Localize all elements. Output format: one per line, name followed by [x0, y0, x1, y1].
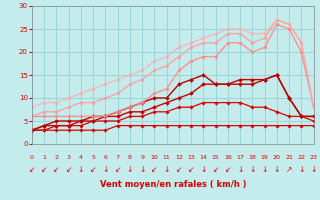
Text: ↓: ↓	[310, 165, 317, 174]
Text: ↙: ↙	[176, 165, 182, 174]
Text: ↙: ↙	[115, 165, 121, 174]
Text: ↓: ↓	[164, 165, 170, 174]
Text: ↓: ↓	[274, 165, 280, 174]
Text: ↓: ↓	[249, 165, 256, 174]
Text: ↙: ↙	[53, 165, 60, 174]
Text: ↙: ↙	[90, 165, 96, 174]
Text: ↓: ↓	[261, 165, 268, 174]
X-axis label: Vent moyen/en rafales ( km/h ): Vent moyen/en rafales ( km/h )	[100, 180, 246, 189]
Text: ↙: ↙	[41, 165, 47, 174]
Text: ↓: ↓	[237, 165, 243, 174]
Text: ↓: ↓	[78, 165, 84, 174]
Text: ↓: ↓	[139, 165, 145, 174]
Text: ↓: ↓	[298, 165, 305, 174]
Text: ↙: ↙	[29, 165, 35, 174]
Text: ↙: ↙	[225, 165, 231, 174]
Text: ↙: ↙	[188, 165, 194, 174]
Text: ↓: ↓	[127, 165, 133, 174]
Text: ↙: ↙	[151, 165, 158, 174]
Text: ↓: ↓	[102, 165, 109, 174]
Text: ↓: ↓	[200, 165, 207, 174]
Text: ↙: ↙	[66, 165, 72, 174]
Text: ↙: ↙	[212, 165, 219, 174]
Text: ↗: ↗	[286, 165, 292, 174]
